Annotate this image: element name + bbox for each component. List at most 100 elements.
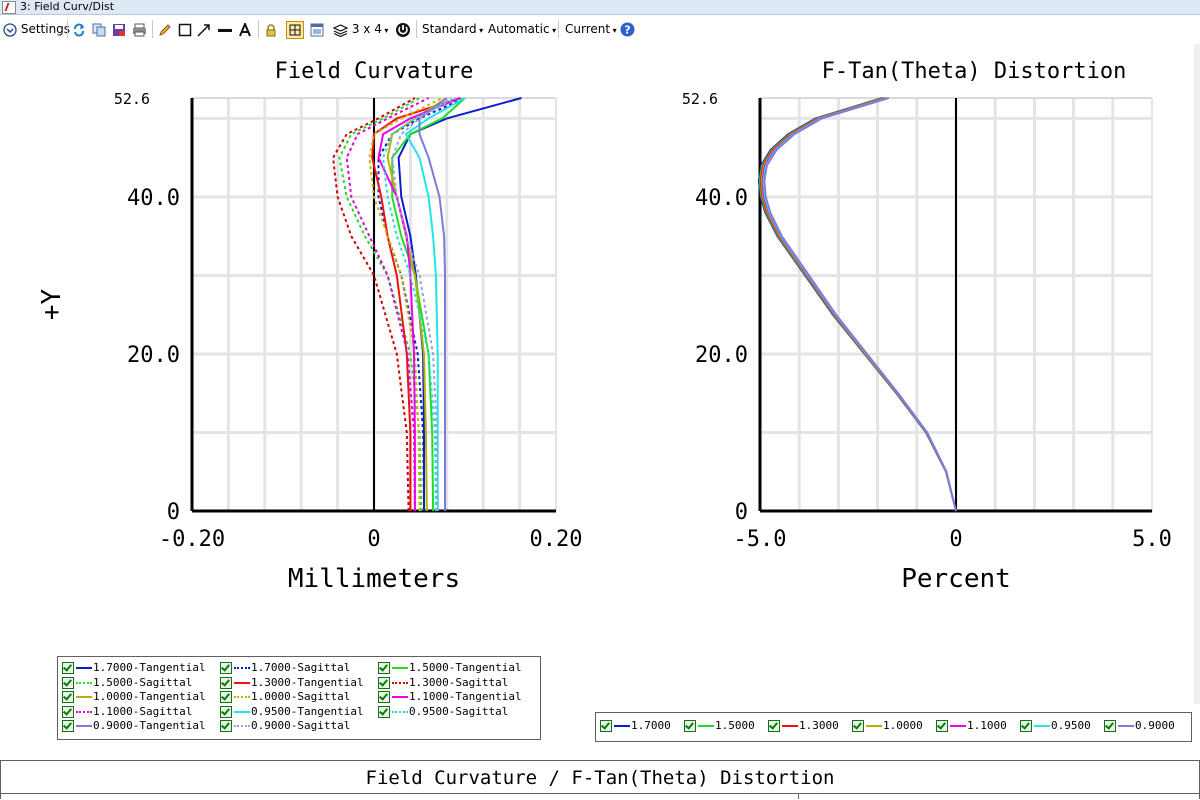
checkbox-icon[interactable]	[62, 720, 74, 733]
legend-item[interactable]: 1.3000-Tangential	[220, 676, 364, 690]
legend-item[interactable]: 1.5000-Tangential	[378, 661, 522, 675]
legend-item[interactable]: 0.9000-Tangential	[62, 719, 206, 733]
legend-label: 1.1000	[967, 719, 1007, 732]
checkbox-icon[interactable]	[220, 662, 232, 674]
window-button[interactable]	[310, 19, 324, 39]
legend-item[interactable]: 1.3000-Sagittal	[378, 676, 508, 690]
fit-button[interactable]	[286, 19, 304, 39]
legend-item[interactable]: 1.1000-Sagittal	[62, 705, 192, 719]
x-tick-label: 5.0	[1132, 527, 1172, 552]
footer-divider	[798, 793, 799, 799]
legend-item[interactable]: 1.5000	[684, 719, 755, 733]
checkbox-icon[interactable]	[62, 691, 74, 704]
lock-icon	[266, 23, 276, 36]
line-icon	[218, 28, 232, 32]
legend-label: 0.9500-Tangential	[251, 704, 364, 718]
checkbox-icon[interactable]	[220, 705, 232, 718]
settings-button[interactable]: Settings	[3, 19, 70, 39]
print-button[interactable]	[132, 19, 147, 39]
checkbox-icon[interactable]	[378, 705, 390, 718]
layout-dropdown[interactable]: 3 x 4 ▾	[333, 19, 388, 39]
y-tick-label: 0	[167, 500, 180, 525]
legend-item[interactable]: 0.9000	[1104, 719, 1175, 733]
series-line	[763, 97, 957, 512]
checkbox-icon[interactable]	[600, 720, 612, 732]
series-line	[757, 97, 957, 512]
line-button[interactable]	[217, 19, 233, 39]
legend-label: 1.5000-Sagittal	[93, 675, 193, 689]
legend-item[interactable]: 1.1000-Tangential	[378, 690, 522, 704]
legend-item[interactable]: 1.7000	[600, 719, 671, 733]
legend-item[interactable]: 1.0000	[852, 719, 923, 733]
legend-item[interactable]: 0.9500-Tangential	[220, 705, 364, 719]
automatic-dropdown[interactable]: Automatic ▾	[488, 22, 557, 36]
checkbox-icon[interactable]	[62, 705, 74, 718]
rectangle-icon	[178, 23, 192, 36]
footer-divider	[1, 793, 1199, 794]
legend-item[interactable]: 0.9000-Sagittal	[220, 719, 350, 733]
checkbox-icon[interactable]	[378, 676, 390, 689]
checkbox-icon[interactable]	[1104, 720, 1116, 732]
legend-item[interactable]: 1.5000-Sagittal	[62, 676, 192, 690]
y-tick-label: 52.6	[114, 90, 150, 108]
legend-swatch	[392, 681, 408, 684]
help-button[interactable]: ?	[620, 19, 635, 39]
current-dropdown[interactable]: Current ▾	[565, 22, 617, 36]
chart-title: F-Tan(Theta) Distortion	[822, 59, 1127, 84]
arrow-button[interactable]	[197, 19, 211, 39]
checkbox-icon[interactable]	[936, 720, 948, 732]
checkbox-icon[interactable]	[852, 720, 864, 732]
window-titlebar: 3: Field Curv/Dist	[0, 0, 1200, 15]
legend-item[interactable]: 1.0000-Sagittal	[220, 690, 350, 704]
legend-swatch	[234, 710, 250, 713]
y-tick-label: 52.6	[682, 90, 718, 108]
field-curvature-legend: 1.7000-Tangential 1.7000-Sagittal 1.5000-T…	[57, 656, 541, 740]
legend-item[interactable]: 1.7000-Tangential	[62, 661, 206, 675]
checkbox-icon[interactable]	[62, 676, 74, 689]
legend-item[interactable]: 1.3000	[768, 719, 839, 733]
y-tick-label: 20.0	[695, 343, 748, 368]
checkbox-icon[interactable]	[378, 662, 390, 674]
legend-label: 1.1000-Sagittal	[93, 704, 193, 718]
checkbox-icon[interactable]	[220, 676, 232, 689]
toolbar: Settings 3 x 4 ▾ Sta	[0, 15, 1200, 43]
checkbox-icon[interactable]	[1020, 720, 1032, 732]
pencil-button[interactable]	[158, 19, 172, 39]
series-line	[371, 97, 461, 511]
legend-label: 0.9000-Sagittal	[251, 719, 351, 733]
checkbox-icon[interactable]	[768, 720, 780, 732]
legend-item[interactable]: 1.1000	[936, 719, 1007, 733]
power-button[interactable]	[395, 19, 411, 39]
vertical-scrollbar[interactable]	[1194, 44, 1200, 704]
legend-item[interactable]: 0.9500	[1020, 719, 1091, 733]
save-button[interactable]	[112, 19, 126, 39]
window-icon	[310, 23, 324, 36]
standard-dropdown[interactable]: Standard ▾	[422, 22, 484, 36]
rectangle-button[interactable]	[178, 19, 192, 39]
checkbox-icon[interactable]	[220, 720, 232, 733]
settings-label: Settings	[20, 22, 71, 36]
toolbar-separator	[152, 20, 153, 38]
checkbox-icon[interactable]	[62, 662, 74, 674]
checkbox-icon[interactable]	[378, 691, 390, 704]
series-line	[758, 97, 957, 512]
series-line	[404, 97, 466, 511]
legend-label: 0.9500-Sagittal	[409, 704, 509, 718]
legend-item[interactable]: 1.7000-Sagittal	[220, 661, 350, 675]
legend-swatch	[76, 681, 92, 684]
legend-item[interactable]: 0.9500-Sagittal	[378, 705, 508, 719]
copy-button[interactable]	[92, 19, 106, 39]
series-line	[382, 97, 457, 512]
footer-panel: Field Curvature / F-Tan(Theta) Distortio…	[0, 760, 1200, 799]
lock-button[interactable]	[264, 19, 278, 39]
current-label: Current	[565, 22, 611, 36]
legend-item[interactable]: 1.0000-Tangential	[62, 690, 206, 704]
text-button[interactable]	[238, 19, 252, 39]
legend-swatch	[392, 696, 408, 699]
checkbox-icon[interactable]	[684, 720, 696, 732]
refresh-button[interactable]	[72, 19, 86, 39]
checkbox-icon[interactable]	[220, 691, 232, 704]
